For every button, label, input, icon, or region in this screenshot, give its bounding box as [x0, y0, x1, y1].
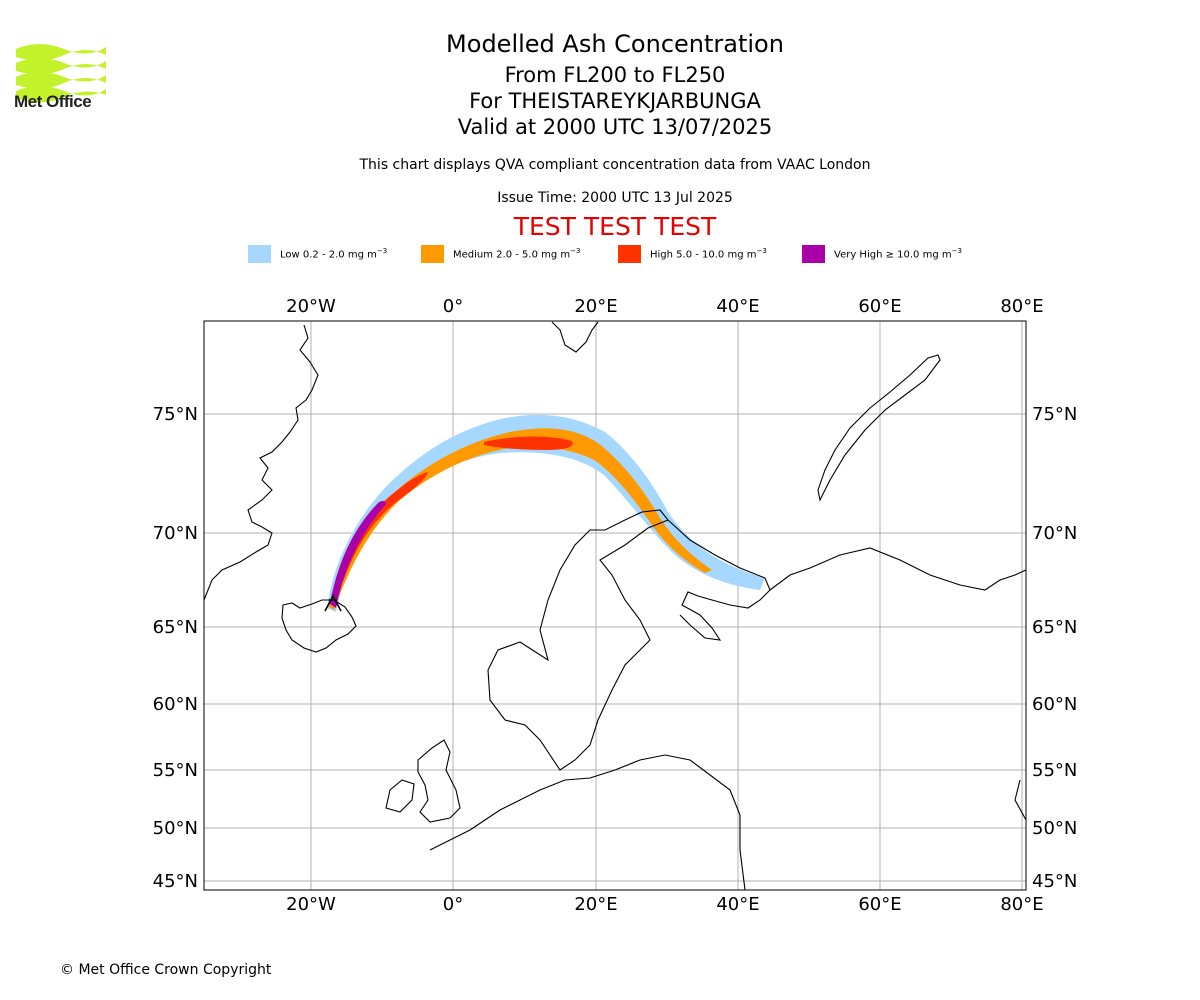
- lon-tick-bottom: 80°E: [1000, 894, 1043, 915]
- lat-tick-right: 60°N: [1032, 694, 1077, 715]
- issue-time: Issue Time: 2000 UTC 13 Jul 2025: [497, 190, 733, 206]
- lon-tick-top: 80°E: [1000, 296, 1043, 317]
- legend-swatch-medium: [421, 245, 444, 263]
- legend-swatch-high: [618, 245, 641, 263]
- lat-tick-right: 50°N: [1032, 818, 1077, 839]
- legend-swatch-very-high: [802, 245, 825, 263]
- lon-tick-bottom: 40°E: [716, 894, 759, 915]
- legend-exp-very-high: −3: [951, 247, 962, 256]
- svalbard-coast: [551, 321, 599, 353]
- lon-tick-top: 40°E: [716, 296, 759, 317]
- ash-very-high-region: [330, 500, 386, 608]
- lat-tick-right: 55°N: [1032, 760, 1077, 781]
- graticule: [204, 321, 1026, 890]
- flight-levels: From FL200 to FL250: [504, 63, 726, 87]
- ash-high-region-east: [484, 436, 573, 450]
- lat-tick-left: 75°N: [153, 404, 198, 425]
- ash-high-region-west: [340, 472, 428, 582]
- lon-tick-bottom: 20°W: [286, 894, 336, 915]
- test-banner: TEST TEST TEST: [513, 212, 717, 241]
- map-area: [204, 321, 1026, 890]
- lat-tick-right: 45°N: [1032, 871, 1077, 892]
- legend-exp-medium: −3: [570, 247, 581, 256]
- met-office-logo: [16, 44, 106, 103]
- legend-item-very-high: Very High ≥ 10.0 mg m−3: [802, 244, 962, 264]
- iceland-coast: [281, 599, 357, 653]
- ireland-coast: [385, 779, 415, 813]
- description: This chart displays QVA compliant concen…: [359, 157, 871, 173]
- europe-coast: [429, 754, 746, 890]
- lon-tick-bottom: 60°E: [858, 894, 901, 915]
- lon-tick-bottom: 20°E: [574, 894, 617, 915]
- coastlines: [204, 321, 1026, 890]
- lat-tick-left: 50°N: [153, 818, 198, 839]
- legend-exp-low: −3: [376, 247, 388, 256]
- legend-item-medium: Medium 2.0 - 5.0 mg m−3: [421, 244, 580, 264]
- caspian-coast: [1014, 779, 1026, 821]
- ash-medium-region: [329, 428, 712, 610]
- lat-tick-left: 45°N: [153, 871, 198, 892]
- russia-north-coast: [769, 547, 1026, 591]
- legend-exp-high: −3: [756, 247, 767, 256]
- lat-tick-left: 55°N: [153, 760, 198, 781]
- volcano-icon: [324, 594, 342, 612]
- lat-tick-left: 65°N: [153, 617, 198, 638]
- greenland-coast: [204, 324, 319, 601]
- lat-tick-right: 70°N: [1032, 523, 1077, 544]
- logo-text: Met Office: [14, 92, 92, 111]
- valid-time: Valid at 2000 UTC 13/07/2025: [457, 115, 773, 139]
- legend-label-low: Low 0.2 - 2.0 mg m: [280, 249, 377, 261]
- lat-tick-left: 60°N: [153, 694, 198, 715]
- novaya-zemlya-coast: [817, 354, 941, 502]
- chart-title: Modelled Ash Concentration: [446, 30, 784, 58]
- lon-tick-bottom: 0°: [443, 894, 463, 915]
- lon-tick-top: 60°E: [858, 296, 901, 317]
- lat-labels-left: 75°N 70°N 65°N 60°N 55°N 50°N 45°N: [153, 404, 198, 892]
- legend-swatch-low: [248, 245, 271, 263]
- legend-label-very-high: Very High ≥ 10.0 mg m: [834, 249, 952, 261]
- legend: Low 0.2 - 2.0 mg m−3 Medium 2.0 - 5.0 mg…: [0, 244, 1200, 264]
- scandinavia-coast: [487, 509, 669, 771]
- legend-label-high: High 5.0 - 10.0 mg m: [650, 249, 757, 261]
- kola-coast: [667, 519, 771, 641]
- legend-item-high: High 5.0 - 10.0 mg m−3: [618, 244, 767, 264]
- lat-tick-right: 65°N: [1032, 617, 1077, 638]
- lon-tick-top: 0°: [443, 296, 463, 317]
- legend-label-medium: Medium 2.0 - 5.0 mg m: [453, 249, 571, 261]
- lon-labels-top: 20°W 0° 20°E 40°E 60°E 80°E: [286, 296, 1043, 317]
- lat-tick-left: 70°N: [153, 523, 198, 544]
- lat-labels-right: 75°N 70°N 65°N 60°N 55°N 50°N 45°N: [1032, 404, 1077, 892]
- lon-labels-bottom: 20°W 0° 20°E 40°E 60°E 80°E: [286, 894, 1043, 915]
- lon-tick-top: 20°E: [574, 296, 617, 317]
- legend-item-low: Low 0.2 - 2.0 mg m−3: [248, 244, 387, 264]
- copyright: © Met Office Crown Copyright: [60, 962, 272, 978]
- map-frame: [203, 320, 1027, 891]
- lat-tick-right: 75°N: [1032, 404, 1077, 425]
- volcano-name: For THEISTAREYKJARBUNGA: [469, 89, 761, 113]
- great-britain-coast: [417, 739, 461, 823]
- lon-tick-top: 20°W: [286, 296, 336, 317]
